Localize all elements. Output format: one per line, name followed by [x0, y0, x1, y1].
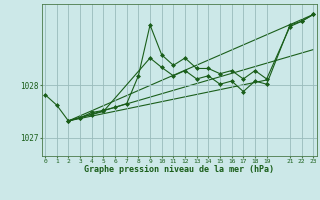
X-axis label: Graphe pression niveau de la mer (hPa): Graphe pression niveau de la mer (hPa) — [84, 165, 274, 174]
